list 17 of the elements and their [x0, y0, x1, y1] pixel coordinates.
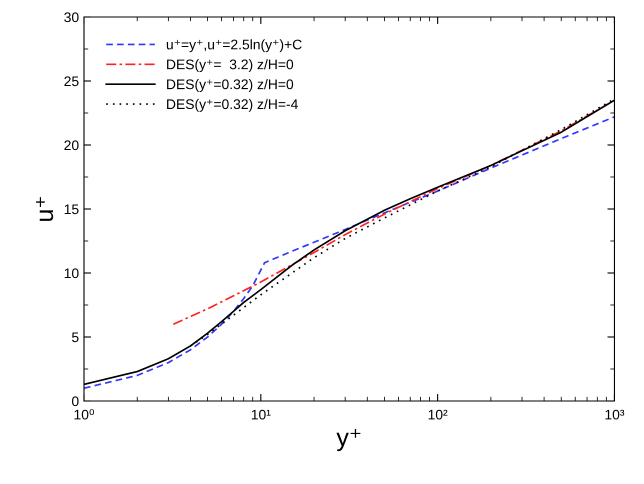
y-tick-label: 15 [64, 204, 79, 214]
y-tick-label: 10 [64, 268, 79, 278]
legend-label: DES(y⁺=0.32) z/H=0 [167, 79, 294, 92]
x-tick-label: 10¹ [252, 410, 271, 420]
legend-label: DES(y⁺= 3.2) z/H=0 [167, 59, 294, 72]
legend-label: u⁺=y⁺,u⁺=2.5ln(y⁺)+C [166, 39, 302, 52]
y-tick-label: 25 [64, 76, 79, 86]
x-tick-label: 10² [428, 410, 448, 420]
y-tick-label: 0 [72, 396, 79, 406]
x-axis-title: y⁺ [336, 429, 360, 452]
x-tick-label: 10⁰ [74, 409, 94, 420]
y-axis-title: u⁺ [36, 197, 54, 221]
y-tick-label: 20 [64, 140, 79, 150]
x-tick-label: 10³ [605, 410, 624, 420]
y-tick-label: 5 [72, 332, 79, 342]
y-tick-label: 30 [64, 12, 79, 22]
legend-label: DES(y⁺=0.32) z/H=-4 [167, 98, 298, 112]
